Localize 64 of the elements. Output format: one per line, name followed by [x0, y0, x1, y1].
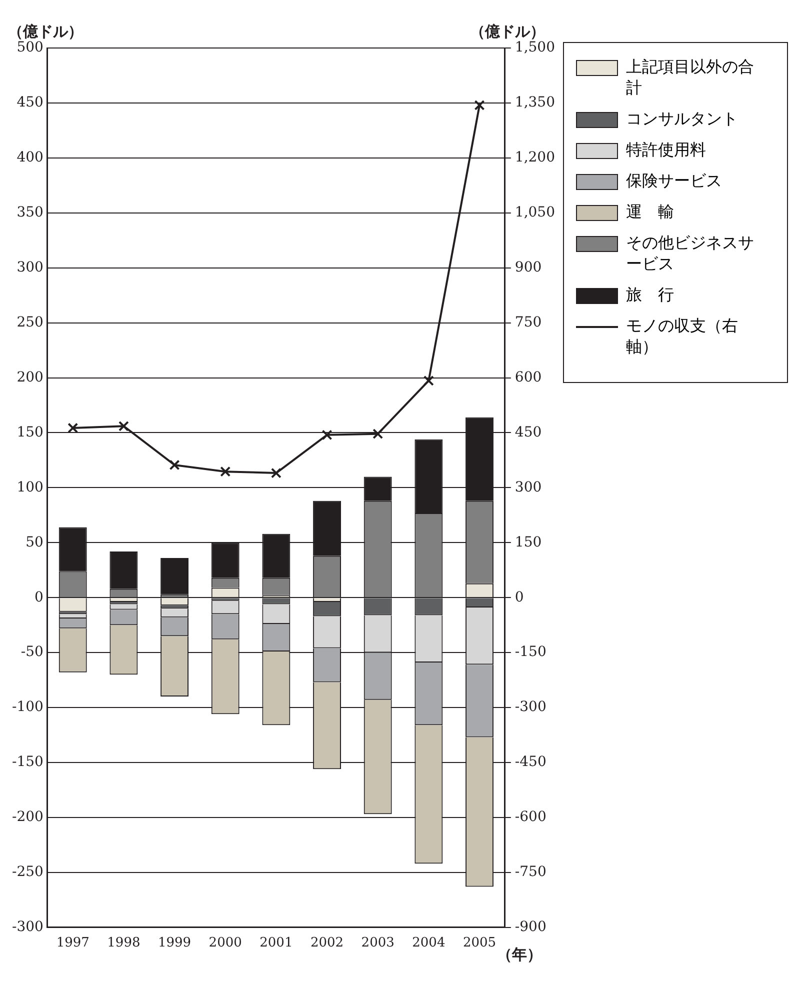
point — [118, 420, 129, 432]
x-tick-label: 2002 — [310, 936, 344, 951]
legend-label: コンサルタント — [626, 109, 739, 130]
y-tick-label: 200 — [16, 369, 44, 386]
y-tick-label: -150 — [12, 754, 44, 770]
legend-label: 特許使用料 — [626, 140, 707, 161]
y-tick-label: 0 — [34, 589, 44, 606]
y2-tick-label: -300 — [514, 699, 546, 716]
legend-label: モノの収支（右軸） — [626, 316, 739, 358]
y-tick-label: -300 — [12, 919, 44, 936]
y2-tick-label: 900 — [514, 259, 542, 276]
x-tick-label: 2000 — [208, 936, 242, 951]
y-tick-label: 250 — [16, 314, 44, 330]
y2-tick-label: 300 — [514, 479, 542, 496]
y2-tick-label: 1,500 — [514, 40, 556, 56]
y2-tick-label: 1,200 — [514, 150, 556, 166]
x-tick-label: 1997 — [56, 936, 90, 951]
y2-tick-label: 1,050 — [514, 204, 556, 221]
y-tick-label: 450 — [16, 94, 44, 111]
x-tick-label: 2001 — [260, 936, 293, 951]
y-tick-label: -250 — [12, 864, 44, 880]
y-tick-label: -100 — [12, 699, 44, 716]
y2-tick-label: -750 — [514, 864, 546, 880]
point — [423, 375, 434, 386]
x-tick-label: 2005 — [462, 936, 496, 951]
point — [169, 460, 180, 470]
y-tick-label: 300 — [16, 259, 44, 276]
y-tick-label: 350 — [16, 204, 44, 221]
legend-label: 保険サービス — [626, 171, 723, 192]
y2-tick-label: 450 — [514, 424, 542, 440]
x-tick-label: 2003 — [361, 936, 394, 951]
y2-tick-label: -150 — [514, 644, 546, 660]
y-axis-title: （億ドル） — [8, 22, 83, 40]
point — [270, 468, 282, 478]
bar — [160, 558, 189, 594]
y-tick-label: 500 — [16, 40, 44, 56]
y-tick-label: -200 — [12, 809, 44, 826]
y2-tick-label: 750 — [514, 314, 542, 330]
y2-axis-title: （億ドル） — [470, 22, 545, 40]
y2-tick-label: 600 — [514, 369, 542, 386]
legend-label: 上記項目以外の合計 — [626, 57, 755, 99]
y2-tick-label: 0 — [514, 589, 524, 606]
y2-tick-label: -900 — [514, 919, 546, 936]
y2-tick-label: 150 — [514, 534, 542, 550]
point — [372, 428, 384, 440]
legend-label: その他ビジネスサービス — [626, 233, 755, 275]
y2-tick-label: 1,350 — [514, 94, 556, 111]
y2-tick-label: -600 — [514, 809, 546, 826]
x-axis-title: （年） — [496, 945, 542, 964]
y-tick-label: 150 — [16, 424, 44, 440]
y-tick-label: 50 — [26, 534, 44, 550]
y-tick-label: -50 — [20, 644, 44, 660]
legend-label: 運 輸 — [626, 202, 675, 223]
point — [220, 466, 231, 477]
x-tick-label: 1999 — [158, 936, 192, 951]
y2-tick-label: -450 — [514, 754, 546, 770]
y-tick-label: 100 — [16, 479, 44, 496]
legend-label: 旅 行 — [626, 285, 675, 306]
x-tick-label: 1998 — [107, 936, 140, 951]
x-tick-label: 2004 — [412, 936, 446, 951]
point — [322, 430, 332, 440]
point — [68, 422, 78, 434]
point — [474, 100, 485, 110]
y-tick-label: 400 — [16, 150, 44, 166]
